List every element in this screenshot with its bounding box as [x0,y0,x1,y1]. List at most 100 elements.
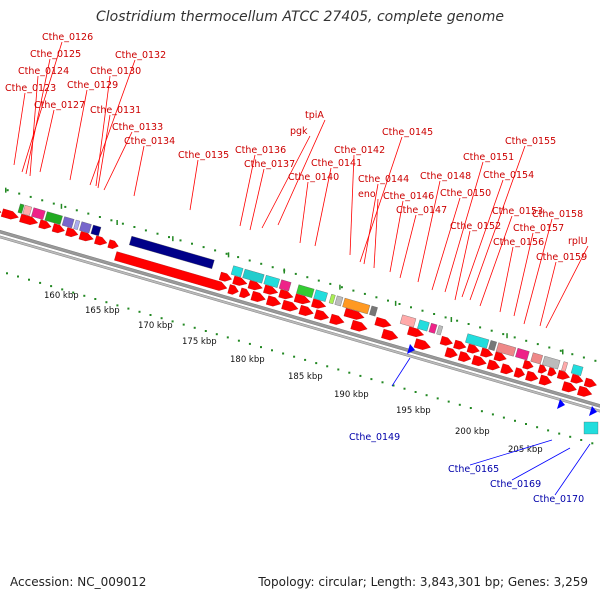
forward-gene-7 [78,231,94,242]
outer-tick-row-dot [525,339,528,342]
forward-gene-label: Cthe_0133 [112,122,163,133]
outer-tick-row-dot [87,212,90,215]
cog-block-19 [369,305,378,317]
inner-tick-row-dot [72,291,75,294]
inner-tick-row-dot [337,368,340,371]
inner-tick-row-dot [116,304,119,307]
forward-gene-inner-1 [114,251,228,291]
inner-tick-row-dot [193,326,196,329]
inner-tick-row-dot [50,285,53,288]
inner-tick-row-dot [558,432,561,435]
forward-leader-line [69,89,88,181]
forward-gene-label: pgk [290,126,308,137]
inner-tick-row-dot [359,374,362,377]
forward-gene-inner-9 [329,313,345,325]
forward-gene-label: Cthe_0125 [30,49,81,60]
inner-tick-row-dot [480,410,483,413]
forward-gene-label: Cthe_0127 [34,100,85,111]
inner-tick-row-dot [127,307,130,310]
scale-label: 195 kbp [396,406,431,416]
forward-leader-line [249,168,265,231]
forward-leader-line [29,75,39,177]
inner-tick-row-dot [160,317,163,320]
inner-tick-row-dot [403,387,406,390]
forward-gene-inner-13 [444,347,458,358]
forward-leader-line [95,75,111,187]
outer-tick-row-dot [513,336,516,339]
inner-tick-row-dot [138,310,141,313]
forward-gene-inner-18 [513,367,525,378]
outer-tick-row-dot [52,202,55,205]
forward-gene-28 [556,369,570,380]
forward-gene-14 [278,289,294,300]
inner-tick-row-dot [591,442,594,445]
inner-tick-row-dot [293,355,296,358]
inner-tick-row-dot [171,320,174,323]
cog-block-1 [17,203,25,214]
outer-tick-row-dot [410,306,412,309]
forward-leader-line [454,230,471,301]
inner-tick-row [6,272,594,445]
forward-gene-label: Cthe_0147 [396,205,447,216]
inner-tick-row-dot [226,336,229,339]
inner-tick-row-dot [370,378,373,381]
cog-block-30 [561,361,568,372]
outer-tick-row-dot [559,349,562,352]
forward-leader-line [431,197,461,291]
forward-leader-line [539,261,557,327]
forward-gene-label: Cthe_0124 [18,66,69,77]
backbone-inner [0,230,600,414]
inner-tick-row-dot [348,371,351,374]
forward-gene-inner-5 [265,295,282,307]
outer-tick-row-dot [387,299,389,302]
forward-leader-line [13,92,26,166]
outer-tick-row-dot [75,209,78,212]
cog-block-18 [342,297,371,315]
outer-tick-row-dot [467,323,470,325]
forward-gene-label: Cthe_0141 [311,158,362,169]
cog-block-8 [90,224,102,237]
forward-gene-23 [480,347,494,358]
forward-leader-line [25,58,51,175]
forward-gene-9 [107,239,119,249]
reverse-gene-label: Cthe_0149 [349,432,400,443]
forward-gene-16 [311,298,327,309]
forward-gene-inner-22 [577,385,593,397]
forward-gene-11 [232,275,248,286]
inner-tick-row-dot [536,426,539,429]
outer-tick-row-dot [214,249,217,252]
forward-leader-line [444,161,484,293]
forward-gene-inner-11 [381,328,399,341]
forward-gene-label: Cthe_0126 [42,32,93,43]
accession-text: Accession: NC_009012 [10,575,147,589]
forward-gene-label: Cthe_0132 [115,50,166,61]
inner-tick-row-dot [271,349,273,352]
inner-tick-row-dot [61,288,64,291]
outer-tick-row-dot [98,216,101,218]
forward-gene-label: Cthe_0144 [358,174,409,185]
scale-label: 170 kbp [138,321,173,331]
forward-gene-label: Cthe_0157 [513,223,564,234]
forward-gene-label: Cthe_0156 [493,237,544,248]
inner-tick-row-dot [469,407,472,409]
cog-block-9 [129,235,215,269]
forward-leader-line [359,136,403,263]
forward-leader-line [21,41,63,173]
forward-leader-line [349,154,355,256]
outer-tick-row-dot [271,266,274,269]
forward-gene-label: Cthe_0130 [90,66,141,77]
cog-block-3 [31,207,46,220]
inner-tick-row-dot [326,365,329,368]
forward-gene-10 [218,271,232,282]
forward-gene-label: Cthe_0154 [483,170,534,181]
forward-leader-line [39,109,55,173]
inner-tick-row-dot [414,391,417,393]
reverse-gene-label: Cthe_0165 [448,464,499,475]
forward-leader-line [479,215,513,307]
outer-tick-row-dot [225,252,228,255]
outer-tick-row-dot [502,333,505,336]
forward-gene-label: Cthe_0145 [382,127,433,138]
forward-leader-line [513,232,534,317]
forward-gene-label: Cthe_0155 [505,136,556,147]
